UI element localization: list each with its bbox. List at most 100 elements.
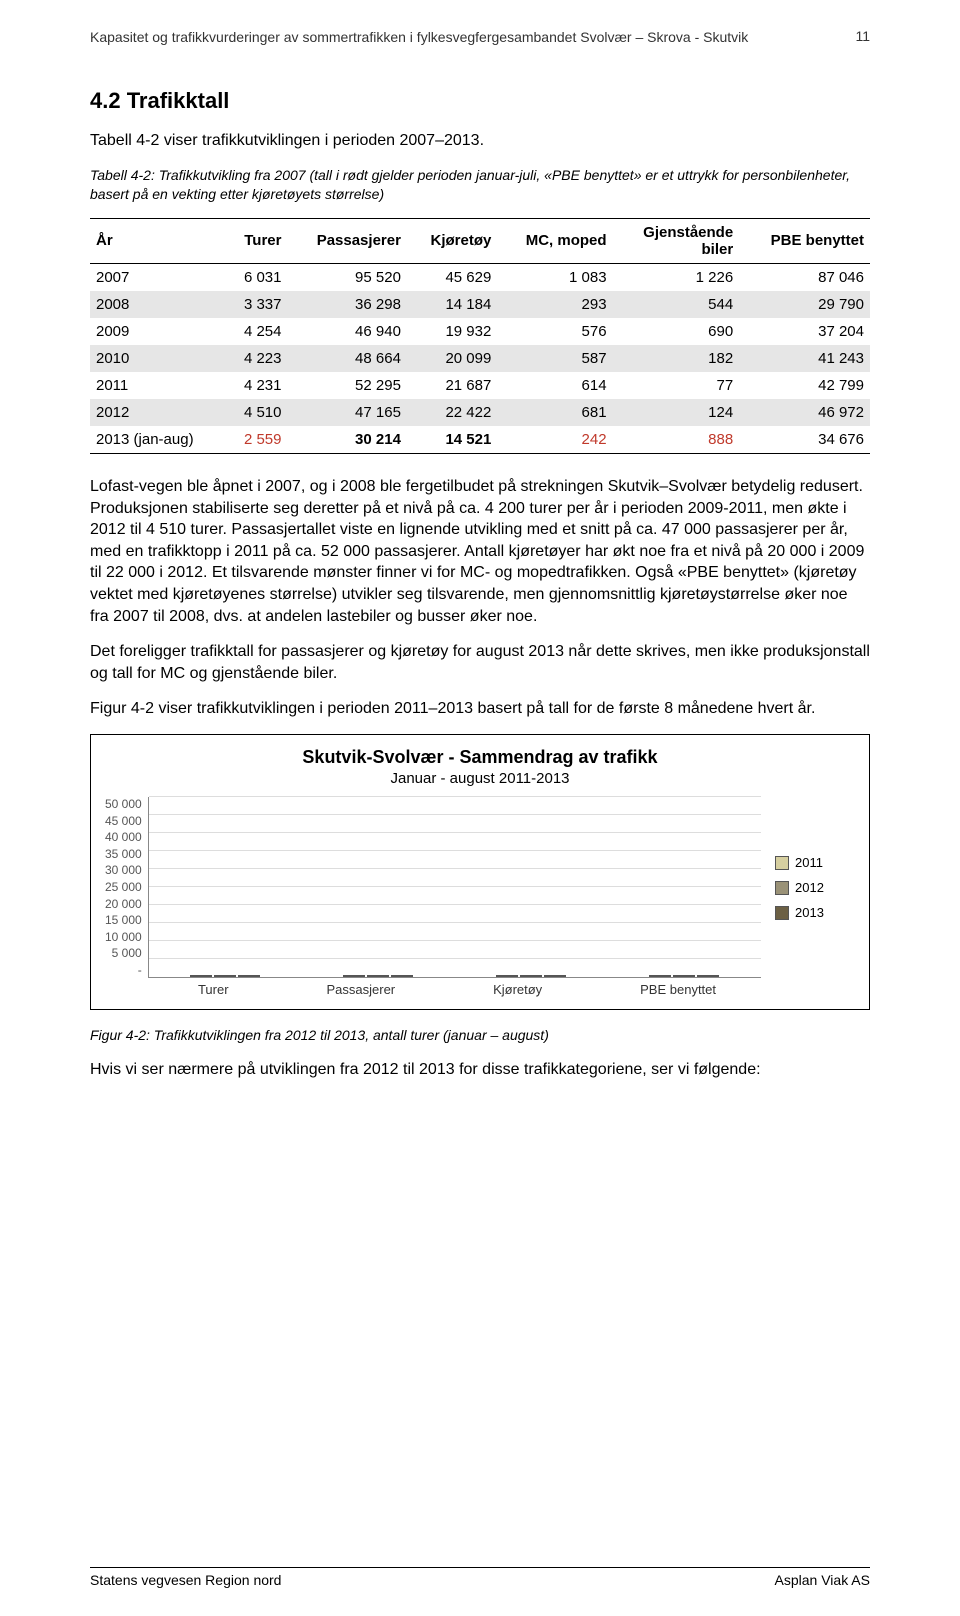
legend-item: 2011 (775, 855, 855, 870)
bar (391, 975, 413, 977)
bar (238, 975, 260, 977)
ytick-label: 50 000 (105, 797, 142, 811)
table-cell: 242 (497, 426, 612, 454)
chart-title: Skutvik-Svolvær - Sammendrag av trafikk (105, 747, 855, 768)
table-cell: 2008 (90, 291, 226, 318)
table-caption: Tabell 4-2: Trafikkutvikling fra 2007 (t… (90, 166, 870, 204)
ytick-label: 25 000 (105, 880, 142, 894)
table-cell: 19 932 (407, 318, 497, 345)
xtick-label: Passasjerer (326, 982, 395, 997)
legend-label: 2013 (795, 905, 824, 920)
ytick-label: 35 000 (105, 847, 142, 861)
body-p2: Det foreligger trafikktall for passasjer… (90, 641, 870, 684)
table-cell: 77 (613, 372, 740, 399)
legend-item: 2013 (775, 905, 855, 920)
chart-x-axis: Turer Passasjerer Kjøretøy PBE benyttet (149, 982, 765, 997)
table-row: 20104 22348 66420 09958718241 243 (90, 345, 870, 372)
traffic-chart: Skutvik-Svolvær - Sammendrag av trafikk … (90, 734, 870, 1010)
table-cell: 87 046 (739, 264, 870, 292)
ytick-label: 15 000 (105, 913, 142, 927)
table-cell: 42 799 (739, 372, 870, 399)
bar (496, 975, 518, 977)
bar (649, 975, 671, 977)
bar-group (343, 975, 413, 977)
footer-left: Statens vegvesen Region nord (90, 1572, 281, 1588)
table-row: 20124 51047 16522 42268112446 972 (90, 399, 870, 426)
table-col-4: MC, moped (497, 218, 612, 264)
running-header: Kapasitet og trafikkvurderinger av somme… (90, 28, 870, 46)
table-cell: 14 521 (407, 426, 497, 454)
table-cell: 46 972 (739, 399, 870, 426)
bar-group (190, 975, 260, 977)
table-cell: 4 223 (226, 345, 287, 372)
page-footer: Statens vegvesen Region nord Asplan Viak… (90, 1567, 870, 1588)
table-col-0: År (90, 218, 226, 264)
table-cell: 182 (613, 345, 740, 372)
table-cell: 34 676 (739, 426, 870, 454)
table-row: 2013 (jan-aug)2 55930 21414 52124288834 … (90, 426, 870, 454)
table-row: 20114 23152 29521 6876147742 799 (90, 372, 870, 399)
chart-plot-area (148, 797, 761, 978)
xtick-label: Kjøretøy (493, 982, 542, 997)
intro-text: Tabell 4-2 viser trafikkutviklingen i pe… (90, 130, 870, 152)
body-p4: Hvis vi ser nærmere på utviklingen fra 2… (90, 1059, 870, 1081)
table-cell: 3 337 (226, 291, 287, 318)
bar (343, 975, 365, 977)
bar (190, 975, 212, 977)
ytick-label: 30 000 (105, 863, 142, 877)
table-cell: 681 (497, 399, 612, 426)
page-number: 11 (840, 28, 870, 44)
bar-group (496, 975, 566, 977)
chart-bar-groups (149, 797, 761, 977)
bar (520, 975, 542, 977)
table-cell: 4 510 (226, 399, 287, 426)
bar (544, 975, 566, 977)
table-row: 20083 33736 29814 18429354429 790 (90, 291, 870, 318)
table-cell: 20 099 (407, 345, 497, 372)
table-cell: 576 (497, 318, 612, 345)
table-col-2: Passasjerer (287, 218, 406, 264)
table-cell: 4 231 (226, 372, 287, 399)
chart-subtitle: Januar - august 2011-2013 (105, 770, 855, 787)
table-cell: 2010 (90, 345, 226, 372)
table-row: 20076 03195 52045 6291 0831 22687 046 (90, 264, 870, 292)
xtick-label: Turer (198, 982, 229, 997)
table-cell: 587 (497, 345, 612, 372)
bar (673, 975, 695, 977)
figure-caption: Figur 4-2: Trafikkutviklingen fra 2012 t… (90, 1026, 870, 1045)
table-cell: 37 204 (739, 318, 870, 345)
table-col-6: PBE benyttet (739, 218, 870, 264)
table-cell: 21 687 (407, 372, 497, 399)
body-p3: Figur 4-2 viser trafikkutviklingen i per… (90, 698, 870, 720)
table-cell: 2009 (90, 318, 226, 345)
table-cell: 888 (613, 426, 740, 454)
table-cell: 4 254 (226, 318, 287, 345)
table-cell: 41 243 (739, 345, 870, 372)
traffic-table: ÅrTurerPassasjererKjøretøyMC, mopedGjens… (90, 218, 870, 455)
ytick-label: 20 000 (105, 897, 142, 911)
table-cell: 47 165 (287, 399, 406, 426)
table-cell: 124 (613, 399, 740, 426)
table-cell: 2013 (jan-aug) (90, 426, 226, 454)
table-cell: 36 298 (287, 291, 406, 318)
body-p1: Lofast-vegen ble åpnet i 2007, og i 2008… (90, 476, 870, 627)
table-col-3: Kjøretøy (407, 218, 497, 264)
table-cell: 2011 (90, 372, 226, 399)
bar (367, 975, 389, 977)
legend-item: 2012 (775, 880, 855, 895)
table-col-5: Gjenståendebiler (613, 218, 740, 264)
legend-swatch (775, 856, 789, 870)
xtick-label: PBE benyttet (640, 982, 716, 997)
bar (214, 975, 236, 977)
legend-label: 2012 (795, 880, 824, 895)
header-left: Kapasitet og trafikkvurderinger av somme… (90, 28, 748, 46)
table-cell: 690 (613, 318, 740, 345)
table-cell: 1 226 (613, 264, 740, 292)
table-cell: 46 940 (287, 318, 406, 345)
table-cell: 29 790 (739, 291, 870, 318)
table-cell: 544 (613, 291, 740, 318)
table-cell: 2007 (90, 264, 226, 292)
ytick-label: 40 000 (105, 830, 142, 844)
footer-right: Asplan Viak AS (775, 1572, 870, 1588)
chart-legend: 2011 2012 2013 (761, 797, 855, 978)
